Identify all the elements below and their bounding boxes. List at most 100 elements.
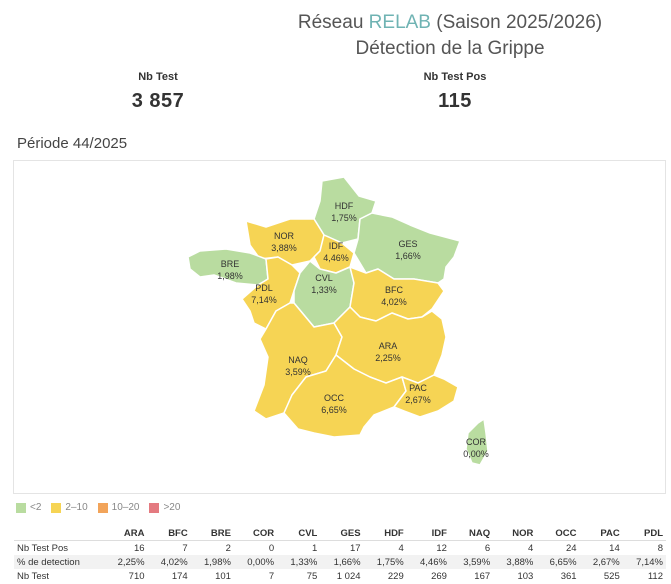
periode-label: Période 44/2025 [17,135,128,152]
table-cell: 3,59% [449,555,494,569]
table-cell: 1,98% [190,555,234,569]
kpi-nb-test-pos: Nb Test Pos 115 [385,71,525,113]
table-cell: 2 [190,540,234,555]
table-cell: 24 [536,540,580,555]
color-legend: <2 2–10 10–20 >20 [16,502,180,513]
table-row: Nb Test 710 174 101 7 75 1 024 229 269 1… [14,569,666,583]
region-cor[interactable] [465,418,489,466]
table-corner [14,526,104,541]
subtitle: Détection de la Grippe [355,38,545,59]
table-cell: 0,00% [233,555,278,569]
table-cell: 4 [363,540,407,555]
region-pct-label: 3,88% [271,243,297,253]
column-header: NOR [512,527,534,539]
legend-swatch [97,502,108,513]
column-header: COR [253,527,275,539]
table-cell: 2,67% [579,555,623,569]
table-cell: 14 [579,540,623,555]
kpi-nb-test-value: 3 857 [131,90,185,112]
title-accent: RELAB [368,12,431,33]
region-code-label: OCC [324,393,345,403]
table-row: % de detection 2,25% 4,02% 1,98% 0,00% 1… [14,555,666,569]
legend-label: 10–20 [111,502,140,513]
table-cell: 269 [431,570,447,582]
table-cell: 1 024 [336,570,361,582]
region-code-label: BFC [385,285,404,295]
column-header: IDF [431,527,447,539]
title-suffix: (Saison 2025/2026) [430,12,603,33]
france-map[interactable]: HDF 1,75% NOR 3,88% IDF 4,46% GES 1,66% BRE 1,98%… [13,160,666,494]
table-cell: 6,65% [536,555,580,569]
table-header-row: ARA BFC BRE COR CVL GES HDF IDF NAQ NOR … [14,526,666,541]
region-stats-table: ARA BFC BRE COR CVL GES HDF IDF NAQ NOR … [14,526,666,583]
column-header: NAQ [469,527,491,539]
table-cell: 17 [320,540,364,555]
table-cell: 8 [622,540,666,555]
region-labels: HDF 1,75% NOR 3,88% IDF 4,46% GES 1,66% BRE 1,98%… [217,201,489,459]
france-map-svg: HDF 1,75% NOR 3,88% IDF 4,46% GES 1,66% BRE 1,98%… [187,176,489,466]
table-cell: 1,66% [320,555,364,569]
region-code-label: NOR [274,231,295,241]
dashboard-title: Réseau RELAB (Saison 2025/2026) Détectio… [255,10,645,62]
region-pct-label: 1,66% [395,251,421,261]
column-header: PAC [600,527,620,539]
region-code-label: ARA [379,341,398,351]
column-header: PDL [644,527,663,539]
table-cell: 1 [277,540,321,555]
column-header: HDF [384,527,404,539]
table-cell: 7 [147,540,191,555]
table-cell: 174 [171,570,188,582]
table-cell: 75 [306,570,318,582]
kpi-nb-test-pos-value: 115 [438,90,472,112]
region-code-label: CVL [315,273,333,283]
column-header: ARA [123,527,145,539]
region-code-label: PAC [409,383,427,393]
legend-label: >20 [163,502,181,513]
kpi-nb-test-label: Nb Test [138,71,178,83]
table-cell: 12 [406,540,450,555]
table-cell: 0 [233,540,278,555]
region-code-label: BRE [221,259,240,269]
region-pct-label: 0,00% [463,449,489,459]
region-pct-label: 2,67% [405,395,431,405]
region-code-label: HDF [335,201,354,211]
row-label: % de detection [14,555,105,569]
legend-item-lt2[interactable]: <2 [16,502,41,513]
table-cell: 112 [647,570,663,582]
region-pct-label: 7,14% [251,295,277,305]
region-pac[interactable] [393,374,459,418]
region-code-label: COR [466,437,487,447]
legend-label: 2–10 [65,502,88,513]
legend-swatch [149,502,160,513]
region-pct-label: 2,25% [375,353,401,363]
legend-label: <2 [30,502,42,513]
title-prefix: Réseau [297,12,369,33]
table-cell: 525 [603,570,620,582]
column-header: BFC [168,527,188,539]
region-pct-label: 6,65% [321,405,347,415]
table-cell: 7,14% [622,555,666,569]
kpi-nb-test-pos-label: Nb Test Pos [423,71,487,83]
row-label: Nb Test Pos [14,540,105,555]
table-cell: 6 [449,540,494,555]
legend-item-2to10[interactable]: 2–10 [51,502,88,513]
region-code-label: PDL [255,283,273,293]
legend-swatch [51,502,62,513]
region-pct-label: 1,33% [311,285,337,295]
table-cell: 4 [493,540,537,555]
table-cell: 1,75% [363,555,407,569]
title-line: Réseau RELAB (Saison 2025/2026) [255,10,645,36]
region-pct-label: 4,02% [381,297,407,307]
region-pdl[interactable] [241,256,301,330]
region-code-label: NAQ [288,355,308,365]
table-row: Nb Test Pos 16 7 2 0 1 17 4 12 6 4 24 14… [14,540,666,555]
table-cell: 16 [104,540,148,555]
table-cell: 361 [560,570,577,582]
table-cell: 101 [215,570,231,582]
region-pct-label: 3,59% [285,367,311,377]
table-cell: 710 [128,570,145,582]
legend-item-10to20[interactable]: 10–20 [97,502,140,513]
column-header: OCC [555,527,577,539]
table-cell: 103 [517,570,534,582]
legend-item-gt20[interactable]: >20 [149,502,180,513]
